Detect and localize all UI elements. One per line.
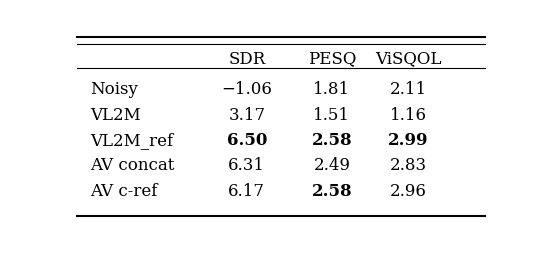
Text: ViSQOL: ViSQOL — [375, 51, 442, 68]
Text: 1.81: 1.81 — [313, 81, 350, 98]
Text: VL2M: VL2M — [90, 107, 140, 124]
Text: AV c-ref: AV c-ref — [90, 183, 157, 200]
Text: 2.99: 2.99 — [388, 132, 429, 149]
Text: 2.49: 2.49 — [313, 157, 350, 174]
Text: Noisy: Noisy — [90, 81, 138, 98]
Text: −1.06: −1.06 — [221, 81, 272, 98]
Text: 3.17: 3.17 — [229, 107, 265, 124]
Text: 2.58: 2.58 — [311, 132, 352, 149]
Text: 2.83: 2.83 — [390, 157, 427, 174]
Text: 1.51: 1.51 — [313, 107, 350, 124]
Text: 2.11: 2.11 — [390, 81, 427, 98]
Text: PESQ: PESQ — [307, 51, 356, 68]
Text: SDR: SDR — [229, 51, 265, 68]
Text: 6.50: 6.50 — [227, 132, 267, 149]
Text: 1.16: 1.16 — [390, 107, 427, 124]
Text: AV concat: AV concat — [90, 157, 174, 174]
Text: VL2M_ref: VL2M_ref — [90, 132, 173, 149]
Text: 2.58: 2.58 — [311, 183, 352, 200]
Text: 2.96: 2.96 — [390, 183, 427, 200]
Text: 6.31: 6.31 — [229, 157, 265, 174]
Text: 6.17: 6.17 — [229, 183, 265, 200]
